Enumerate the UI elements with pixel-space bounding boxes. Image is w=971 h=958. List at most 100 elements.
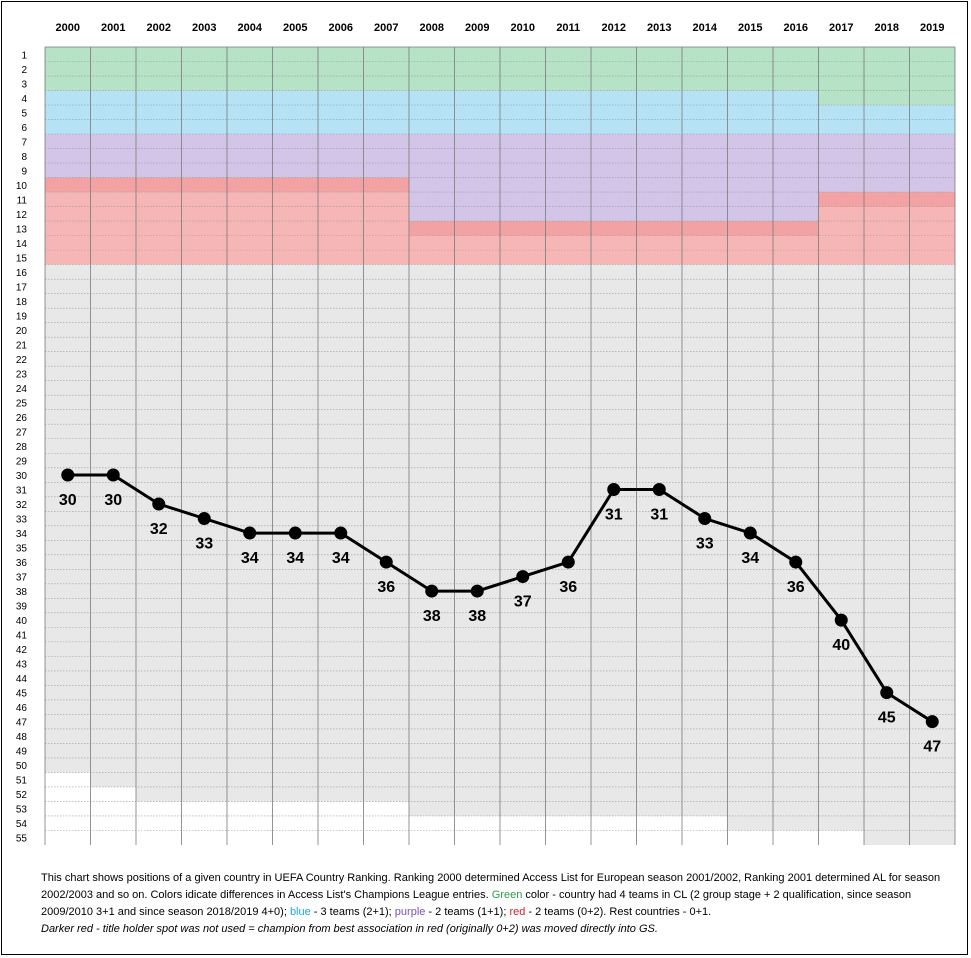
band-green-2005 [272, 47, 318, 91]
band-blue-2011 [545, 90, 591, 135]
y-tick-label: 1 [21, 50, 27, 61]
y-tick-label: 41 [16, 631, 28, 642]
x-tick-label: 2004 [238, 22, 263, 34]
y-tick-label: 36 [16, 558, 28, 569]
y-tick-label: 5 [21, 108, 27, 119]
data-label-2019: 47 [923, 739, 941, 756]
x-tick-label: 2009 [465, 22, 489, 34]
band-blue-2013 [636, 90, 682, 135]
y-tick-label: 43 [16, 660, 28, 671]
data-point-2010 [516, 570, 530, 584]
x-tick-label: 2001 [101, 22, 125, 34]
x-tick-label: 2015 [738, 22, 762, 34]
data-label-2011: 36 [559, 579, 577, 596]
y-tick-label: 10 [16, 181, 28, 192]
data-point-2019 [925, 715, 939, 729]
x-tick-label: 2000 [56, 22, 80, 34]
band-blue-2014 [682, 90, 728, 135]
chart-caption: This chart shows positions of a given co… [41, 870, 956, 938]
band-dark-red-2001 [90, 177, 136, 193]
y-tick-label: 45 [16, 689, 28, 700]
y-tick-label: 4 [21, 94, 27, 105]
y-tick-label: 37 [16, 573, 28, 584]
band-green-2006 [318, 47, 364, 91]
y-tick-label: 28 [16, 442, 28, 453]
y-tick-label: 17 [16, 282, 28, 293]
data-point-2003 [197, 512, 211, 526]
y-tick-label: 51 [16, 776, 28, 787]
y-tick-label: 44 [16, 674, 28, 685]
band-grey-2001 [90, 264, 136, 787]
band-purple-2018 [864, 134, 910, 193]
ranking-points [61, 468, 939, 729]
band-grey-2015 [727, 264, 773, 831]
y-tick-label: 21 [16, 340, 28, 351]
data-label-2006: 34 [332, 550, 350, 567]
caption-purple-word: purple [394, 906, 426, 918]
band-blue-2005 [272, 90, 318, 135]
band-blue-2003 [181, 90, 227, 135]
y-tick-label: 31 [16, 486, 28, 497]
band-grey-2017 [818, 264, 864, 831]
y-tick-label: 19 [16, 311, 28, 322]
band-grey-2016 [773, 264, 819, 831]
axis-labels: 2000 2001 2002 2003 2004 2005 2006 2007 2008 2009… [16, 22, 945, 845]
y-tick-label: 33 [16, 515, 28, 526]
x-tick-label: 2008 [420, 22, 444, 34]
caption-text-4: - 2 teams (1+1); [425, 906, 510, 918]
data-label-2016: 36 [787, 579, 805, 596]
y-tick-label: 29 [16, 457, 28, 468]
band-dark-red-2017 [818, 192, 864, 207]
y-tick-label: 27 [16, 427, 28, 438]
x-tick-label: 2005 [283, 22, 307, 34]
data-point-2014 [698, 512, 712, 526]
y-tick-label: 16 [16, 268, 28, 279]
y-tick-label: 9 [21, 166, 27, 177]
data-label-2003: 33 [195, 536, 213, 553]
y-tick-label: 23 [16, 369, 28, 380]
y-tick-label: 6 [21, 123, 27, 134]
y-tick-label: 12 [16, 210, 28, 221]
band-purple-2007 [363, 134, 409, 178]
y-tick-label: 25 [16, 398, 28, 409]
y-tick-label: 8 [21, 152, 27, 163]
caption-blue-word: blue [289, 906, 311, 918]
band-purple-2019 [909, 134, 955, 193]
x-tick-label: 2014 [693, 22, 718, 34]
band-blue-2009 [454, 90, 500, 135]
band-purple-2014 [682, 134, 728, 222]
band-dark-red-2019 [909, 192, 955, 207]
band-green-2012 [591, 47, 637, 91]
data-label-2017: 40 [832, 637, 850, 654]
band-dark-red-2006 [318, 177, 364, 193]
band-blue-2007 [363, 90, 409, 135]
caption-green-word: Green [491, 889, 523, 901]
band-purple-2003 [181, 134, 227, 178]
caption-italic-note: Darker red - title holder spot was not u… [41, 923, 658, 935]
band-dark-red-2004 [227, 177, 273, 193]
band-dark-red-2008 [409, 221, 455, 236]
data-point-2005 [288, 526, 302, 540]
data-point-2006 [334, 526, 348, 540]
band-grey-2014 [682, 264, 728, 816]
data-label-2005: 34 [286, 550, 304, 567]
band-purple-2002 [136, 134, 182, 178]
caption-text-5: - 2 teams (0+2). Rest countries - 0+1. [525, 906, 712, 918]
data-label-2014: 33 [696, 536, 714, 553]
band-purple-2012 [591, 134, 637, 222]
data-label-2013: 31 [650, 507, 668, 524]
band-dark-red-2015 [727, 221, 773, 236]
data-label-2018: 45 [878, 710, 896, 727]
band-dark-red-2018 [864, 192, 910, 207]
x-tick-label: 2017 [829, 22, 853, 34]
y-tick-label: 46 [16, 703, 28, 714]
band-green-2003 [181, 47, 227, 91]
x-tick-label: 2016 [784, 22, 808, 34]
band-blue-2002 [136, 90, 182, 135]
x-tick-label: 2003 [192, 22, 216, 34]
band-grey-2019 [909, 264, 955, 845]
data-point-2012 [607, 483, 621, 497]
y-tick-label: 3 [21, 79, 27, 90]
band-grey-2018 [864, 264, 910, 845]
band-blue-2010 [500, 90, 546, 135]
